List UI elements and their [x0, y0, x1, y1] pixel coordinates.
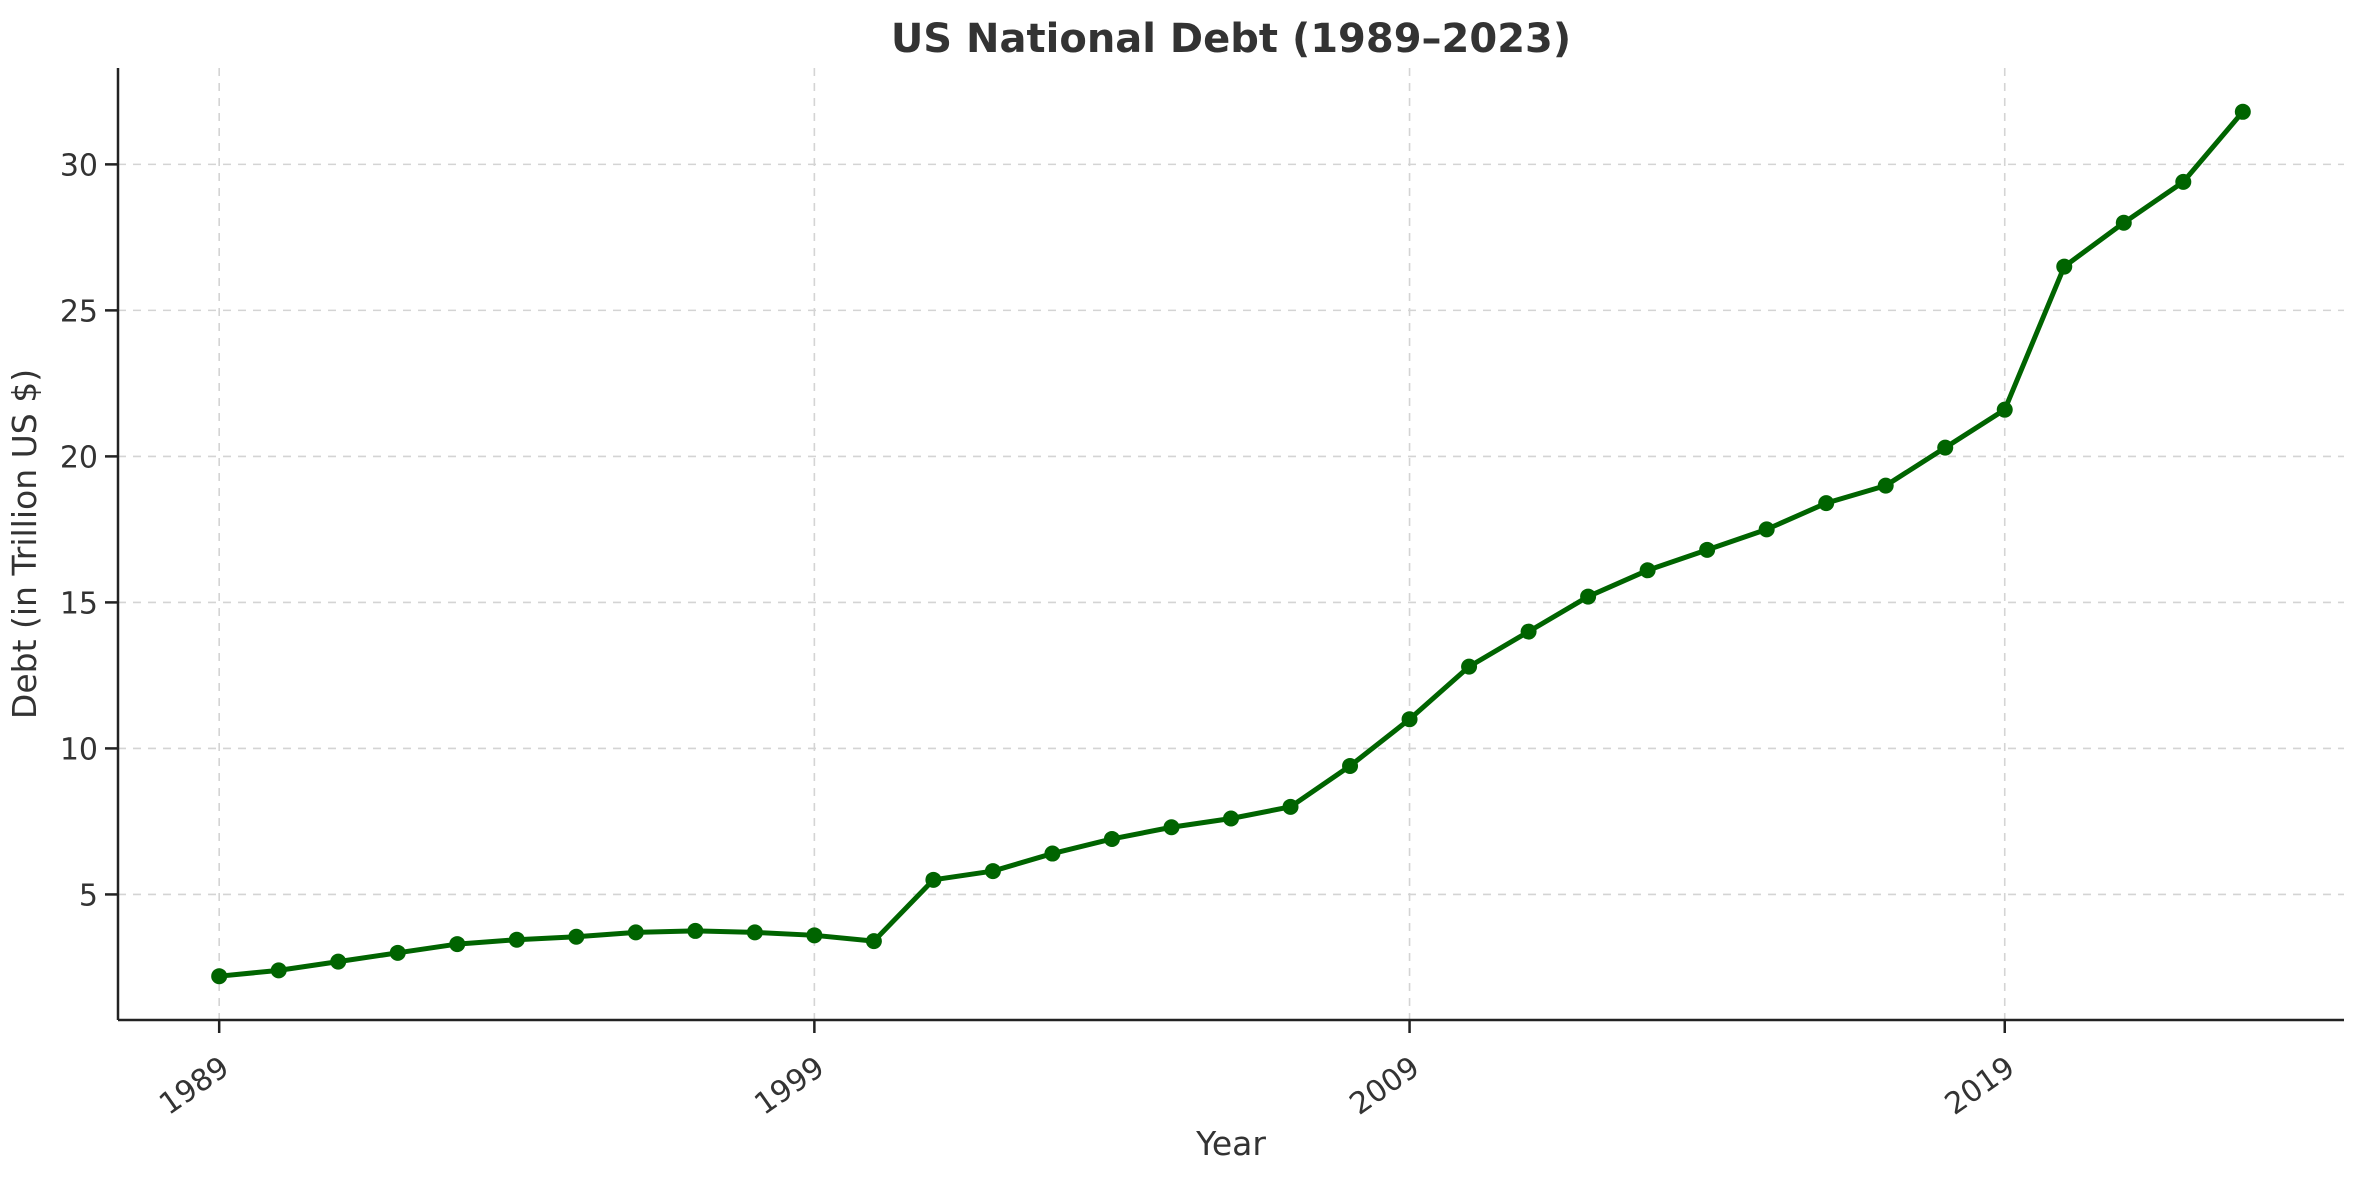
x-axis-label: Year — [1195, 1124, 1266, 1163]
data-point — [1937, 439, 1954, 456]
data-point — [1342, 757, 1359, 774]
data-point — [1282, 798, 1299, 815]
data-point — [1639, 562, 1656, 579]
y-tick-label: 30 — [60, 148, 98, 183]
x-tick-label: 1989 — [153, 1050, 236, 1122]
data-point — [746, 924, 763, 941]
y-tick-label: 15 — [60, 586, 98, 621]
data-point — [984, 863, 1001, 880]
data-point — [1044, 845, 1061, 862]
y-tick-label: 5 — [79, 878, 98, 913]
data-point — [270, 962, 287, 979]
data-point — [330, 953, 347, 970]
axes — [105, 68, 2344, 1033]
x-tick-label: 2019 — [1939, 1050, 2022, 1122]
data-point — [1996, 401, 2013, 418]
data-point — [1758, 521, 1775, 538]
debt-line — [216, 109, 2246, 979]
data-point — [2056, 258, 2073, 275]
data-point — [627, 924, 644, 941]
data-point — [925, 871, 942, 888]
data-point — [1223, 810, 1239, 827]
data-point — [2175, 173, 2192, 190]
data-point — [1699, 541, 1716, 558]
x-tick-label: 2009 — [1344, 1050, 1427, 1122]
data-point — [1163, 819, 1180, 836]
data-point — [2234, 103, 2251, 120]
data-point — [568, 928, 585, 945]
data-point — [1461, 658, 1478, 675]
data-point — [865, 933, 882, 950]
y-tick-label: 10 — [60, 732, 98, 767]
data-point — [1520, 623, 1537, 640]
y-tick-label: 25 — [60, 294, 98, 329]
data-point — [1818, 495, 1835, 512]
data-point — [449, 936, 466, 953]
data-point — [1401, 711, 1418, 728]
data-point — [2115, 214, 2132, 231]
y-axis-label: Debt (in Trillion US $) — [5, 369, 44, 719]
gridlines — [118, 68, 2344, 1020]
data-point — [1103, 830, 1120, 847]
y-tick-label: 20 — [60, 440, 98, 475]
data-point — [389, 944, 406, 961]
data-point — [1877, 477, 1894, 494]
debt-series — [211, 103, 2251, 985]
data-point — [1580, 588, 1597, 605]
x-tick-label: 1999 — [748, 1050, 831, 1122]
data-point — [687, 922, 704, 939]
chart-title: US National Debt (1989–2023) — [891, 16, 1571, 62]
data-point — [508, 931, 525, 948]
tick-labels: 5 10 15 20 25 30 1989 1999 2009 2019 — [60, 148, 2022, 1122]
data-point — [806, 927, 823, 944]
data-point — [211, 968, 228, 985]
